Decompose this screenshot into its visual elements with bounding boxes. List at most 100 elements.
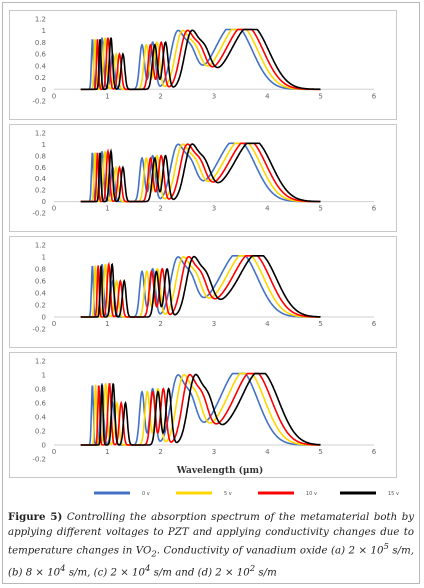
- x-tick-label: 4: [265, 320, 270, 328]
- x-tick-label: 5: [318, 320, 322, 328]
- series-line-1: [80, 372, 321, 446]
- y-tick-label: 0: [42, 198, 46, 206]
- chart-panel-d: 1.2 1 0.8 0.6 0.4 0.2 0 -0.2 0 1 2 3 4 5 6: [9, 352, 397, 478]
- series-line-2: [80, 28, 321, 91]
- caption-rest: . Conductivity of vanadium oxide (a) 2 ×…: [156, 545, 384, 557]
- y-tick-label: 0.2: [35, 187, 46, 195]
- x-tick-label: 0: [52, 448, 56, 456]
- y-tick-label: 0: [42, 314, 46, 322]
- y-tick-label: 0.6: [35, 164, 47, 172]
- y-tick-label: 0.8: [35, 39, 46, 47]
- y-tick-label: 0.4: [35, 175, 47, 183]
- legend-label-0: 0 v: [142, 491, 150, 497]
- y-tick-label: -0.2: [32, 326, 46, 334]
- caption-sup-4: 2: [249, 563, 256, 574]
- x-tick-label: 1: [105, 320, 109, 328]
- chart-svg: 1.2 1 0.8 0.6 0.4 0.2 0 -0.2 0 1 2 3 4 5 6: [32, 16, 377, 106]
- series-line-0: [80, 255, 321, 318]
- series-line-3: [80, 142, 321, 203]
- series-line-0: [80, 372, 321, 446]
- x-tick-label: 3: [212, 205, 216, 213]
- x-tick-label: 6: [372, 320, 377, 328]
- x-tick-label: 5: [318, 448, 322, 456]
- caption-t5: s/m: [255, 567, 277, 579]
- y-tick-label: 0: [42, 86, 46, 94]
- x-tick-label: 1: [105, 205, 109, 213]
- series-line-3: [80, 28, 321, 91]
- x-tick-label: 5: [318, 92, 322, 100]
- caption-sup-2: 4: [60, 563, 66, 574]
- x-tick-label: 4: [265, 92, 270, 100]
- caption-sup-3: 4: [144, 563, 151, 574]
- y-tick-label: 1: [42, 254, 46, 262]
- series-line-3: [80, 372, 321, 446]
- caption-t2: s/m, (b) 8 × 10: [8, 545, 414, 579]
- legend-label-2: 10 v: [306, 491, 317, 497]
- y-tick-label: 0.4: [35, 62, 47, 70]
- series-line-3: [80, 255, 321, 318]
- x-axis-label: Wavelength (μm): [176, 466, 264, 476]
- y-tick-label: 1: [42, 372, 46, 380]
- y-tick-label: 0.2: [35, 302, 46, 310]
- series-line-2: [80, 142, 321, 203]
- series-line-1: [80, 142, 321, 203]
- x-tick-label: 0: [52, 92, 56, 100]
- caption-subscript: 2: [151, 549, 157, 560]
- x-tick-label: 2: [158, 320, 162, 328]
- y-tick-label: 0.8: [35, 152, 46, 160]
- chart-legend: 0 v 5 v 10 v 15 v: [94, 491, 399, 497]
- y-tick-label: 1.2: [35, 358, 46, 366]
- x-tick-label: 2: [158, 205, 162, 213]
- series-line-1: [80, 28, 321, 91]
- caption-t3: s/m, (c) 2 × 10: [65, 567, 145, 579]
- y-tick-label: 0.2: [35, 74, 46, 82]
- chart-svg: 1.2 1 0.8 0.6 0.4 0.2 0 -0.2 0 1 2 3 4 5 6: [32, 130, 377, 218]
- series-line-2: [80, 255, 321, 318]
- chart-panel-a: 1.2 1 0.8 0.6 0.4 0.2 0 -0.2 0 1 2 3 4 5 6: [9, 10, 397, 120]
- y-tick-label: 1: [42, 141, 46, 149]
- y-tick-label: 1: [42, 27, 46, 35]
- chart-svg: 1.2 1 0.8 0.6 0.4 0.2 0 -0.2 0 1 2 3 4 5 6: [32, 242, 377, 334]
- legend-label-3: 15 v: [388, 491, 399, 497]
- figure-frame: [2, 2, 420, 584]
- x-tick-label: 2: [158, 92, 162, 100]
- y-tick-label: 1.2: [35, 16, 46, 24]
- figure-caption: Figure 5) Controlling the absorption spe…: [8, 510, 414, 581]
- y-tick-label: 1.2: [35, 242, 46, 250]
- caption-label: Figure 5): [8, 511, 63, 523]
- caption-text: Controlling the absorption spectrum of t…: [8, 512, 415, 557]
- y-tick-label: 0.8: [35, 266, 46, 274]
- x-tick-label: 3: [212, 448, 216, 456]
- chart-panel-b: 1.2 1 0.8 0.6 0.4 0.2 0 -0.2 0 1 2 3 4 5 6: [9, 124, 397, 232]
- x-tick-label: 1: [105, 448, 109, 456]
- caption-t4: s/m and (d) 2 × 10: [150, 567, 250, 579]
- y-tick-label: 0.6: [35, 278, 47, 286]
- y-tick-label: -0.2: [32, 210, 46, 218]
- x-tick-label: 1: [105, 92, 109, 100]
- x-tick-label: 3: [212, 92, 216, 100]
- x-tick-label: 4: [265, 448, 270, 456]
- chart-svg: 1.2 1 0.8 0.6 0.4 0.2 0 -0.2 0 1 2 3 4 5 6: [32, 358, 377, 464]
- x-tick-label: 6: [372, 448, 377, 456]
- series-line-0: [80, 28, 321, 91]
- y-tick-label: 0.2: [35, 428, 46, 436]
- series-line-0: [80, 142, 321, 203]
- y-tick-label: -0.2: [32, 456, 46, 464]
- chart-panel-c: 1.2 1 0.8 0.6 0.4 0.2 0 -0.2 0 1 2 3 4 5 6: [9, 236, 397, 348]
- x-tick-label: 3: [212, 320, 216, 328]
- y-tick-label: 1.2: [35, 130, 46, 138]
- y-tick-label: -0.2: [32, 98, 46, 106]
- x-tick-label: 2: [158, 448, 162, 456]
- series-line-2: [80, 372, 321, 446]
- y-tick-label: 0: [42, 442, 46, 450]
- y-tick-label: 0.8: [35, 386, 46, 394]
- y-tick-label: 0.6: [35, 51, 47, 59]
- x-tick-label: 5: [318, 205, 322, 213]
- y-tick-label: 0.4: [35, 290, 47, 298]
- x-tick-label: 0: [52, 320, 56, 328]
- x-tick-label: 6: [372, 205, 377, 213]
- x-tick-label: 6: [372, 92, 377, 100]
- y-tick-label: 0.6: [35, 400, 47, 408]
- y-tick-label: 0.4: [35, 414, 47, 422]
- caption-sup-1: 5: [383, 542, 389, 552]
